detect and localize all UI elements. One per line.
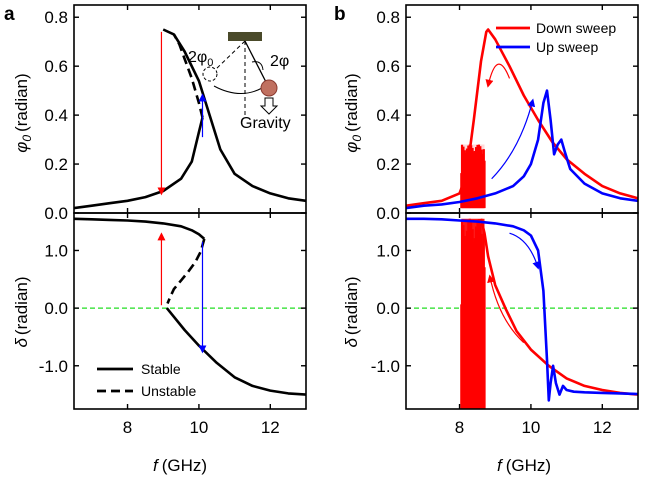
- ylabel-a-bottom-symbol: δ: [12, 338, 31, 348]
- inset-2phi0: 2φ0: [188, 49, 213, 69]
- xlabel-b: f (GHz): [497, 456, 551, 475]
- b-top-frame: [405, 4, 639, 214]
- svg-text:φ0(radian): φ0 (radian): [342, 73, 364, 152]
- b-bottom-xtick-label: 10: [521, 418, 540, 437]
- a-bottom-series-stable-upper: [74, 217, 206, 240]
- b-top-ytick-label: 0.4: [376, 106, 400, 125]
- ylabel-b-bottom-unit: (radian): [342, 276, 361, 335]
- b-top-oscillation-fill: [461, 144, 485, 209]
- inset-2phi: 2φ: [270, 53, 289, 70]
- a-top-ytick-label: 0.2: [44, 155, 68, 174]
- a-top-ytick-label: 0.4: [44, 106, 68, 125]
- a-bottom-frame: [73, 212, 307, 410]
- b-bottom-series-down-sweep: [479, 218, 638, 396]
- xlabel-b-unit: (GHz): [506, 456, 551, 475]
- plot-a-bottom: 1.0 0.0 -1.0 8 10 12: [39, 212, 307, 437]
- ylabel-a-bottom-unit: (radian): [12, 276, 31, 335]
- ylabel-b-top-sub: 0: [350, 135, 364, 142]
- legend-up-sweep-label: Up sweep: [536, 39, 598, 55]
- ylabel-b-bottom-symbol: δ: [342, 338, 361, 348]
- b-bottom-xtick-label: 8: [455, 418, 464, 437]
- b-top-guide-arrow-0: [485, 63, 511, 88]
- ylabel-b-top: φ0 (radian): [342, 73, 364, 152]
- a-bottom-series-stable-lower: [165, 307, 306, 396]
- pendulum-inset: 2φ0 2φ Gravity: [188, 32, 291, 132]
- inset-2phi0-sub: 0: [207, 57, 213, 69]
- b-bottom-ytick-label: 0.0: [376, 299, 400, 318]
- ylabel-b-bottom: δ (radian): [342, 276, 361, 347]
- plot-b-bottom: 1.0 0.0 -1.0 8 10 12: [371, 212, 639, 437]
- b-top-series-down-sweep: [406, 28, 638, 207]
- ylabel-a-top-unit: (radian): [12, 73, 31, 132]
- a-bottom-series-unstable: [166, 238, 206, 305]
- b-top-guide-arrow-1: [491, 98, 536, 180]
- legend-stable-label: Stable: [141, 361, 181, 377]
- inset-ball: [260, 79, 278, 97]
- xlabel-a: f (GHz): [153, 456, 207, 475]
- ylabel-b-top-symbol: φ: [342, 142, 361, 153]
- inset-gravity-arrow-icon: [259, 97, 279, 115]
- b-bottom-guide-arrow-0: [509, 232, 541, 270]
- b-bottom-oscillation-fill: [461, 218, 485, 409]
- a-top-series-unstable: [172, 33, 204, 118]
- legend-a: Stable Unstable: [97, 361, 196, 399]
- ylabel-a-top: φ0 (radian): [12, 73, 34, 152]
- b-bottom-guide-arrow-1: [487, 274, 525, 344]
- xlabel-a-unit: (GHz): [162, 456, 207, 475]
- a-bottom-xtick-label: 10: [189, 418, 208, 437]
- b-top-ytick-label: 0.8: [376, 8, 400, 27]
- a-top-ytick-label: 0.0: [44, 204, 68, 223]
- a-top-series-stable-lower: [74, 117, 204, 210]
- a-bottom-ytick-label: -1.0: [39, 357, 68, 376]
- a-top-series-stable-upper: [162, 28, 306, 203]
- b-top-ytick-label: 0.6: [376, 57, 400, 76]
- a-top-ytick-label: 0.8: [44, 8, 68, 27]
- panel-label-a: a: [4, 4, 15, 25]
- b-bottom-ytick-label: 1.0: [376, 241, 400, 260]
- b-top-series-up-sweep: [406, 89, 638, 210]
- svg-text:δ(radian): δ (radian): [342, 276, 361, 347]
- inset-left-string: [214, 40, 246, 71]
- ylabel-a-top-sub: 0: [20, 135, 34, 142]
- inset-2phi0-main: 2φ: [188, 49, 207, 66]
- xlabel-b-symbol: f: [497, 456, 504, 475]
- svg-text:δ(radian): δ (radian): [12, 276, 31, 347]
- inset-gravity-label: Gravity: [240, 115, 291, 132]
- b-bottom-frame: [405, 212, 639, 410]
- ylabel-a-bottom: δ (radian): [12, 276, 31, 347]
- xlabel-a-symbol: f: [153, 456, 160, 475]
- ylabel-b-top-unit: (radian): [342, 73, 361, 132]
- inset-support-bar: [228, 32, 262, 41]
- b-top-ytick-label: 0.0: [376, 204, 400, 223]
- inset-ghost-ball: [202, 66, 218, 82]
- a-bottom-xtick-label: 8: [123, 418, 132, 437]
- legend-down-sweep-label: Down sweep: [536, 20, 616, 36]
- ylabel-a-top-symbol: φ: [12, 142, 31, 153]
- legend-unstable-label: Unstable: [141, 383, 196, 399]
- a-bottom-ytick-label: 0.0: [44, 299, 68, 318]
- panel-label-b: b: [334, 4, 346, 25]
- svg-text:φ0(radian): φ0 (radian): [12, 73, 34, 152]
- b-bottom-oscillation-band: [460, 218, 486, 409]
- b-top-ytick-label: 0.2: [376, 155, 400, 174]
- plot-b-top: 0.0 0.2 0.4 0.6 0.8: [376, 4, 639, 223]
- inset-swing-arc: [213, 85, 263, 94]
- a-top-ytick-label: 0.6: [44, 57, 68, 76]
- plot-a-top: 0.0 0.2 0.4 0.6 0.8: [44, 4, 307, 223]
- b-bottom-ytick-label: -1.0: [371, 357, 400, 376]
- inset-right-string: [244, 40, 269, 87]
- b-bottom-series-up-sweep: [406, 217, 638, 402]
- a-bottom-ytick-label: 1.0: [44, 241, 68, 260]
- a-bottom-xtick-label: 12: [261, 418, 280, 437]
- legend-b: Down sweep Up sweep: [496, 20, 616, 55]
- b-bottom-xtick-label: 12: [593, 418, 612, 437]
- inset-angle-arc: [251, 61, 264, 71]
